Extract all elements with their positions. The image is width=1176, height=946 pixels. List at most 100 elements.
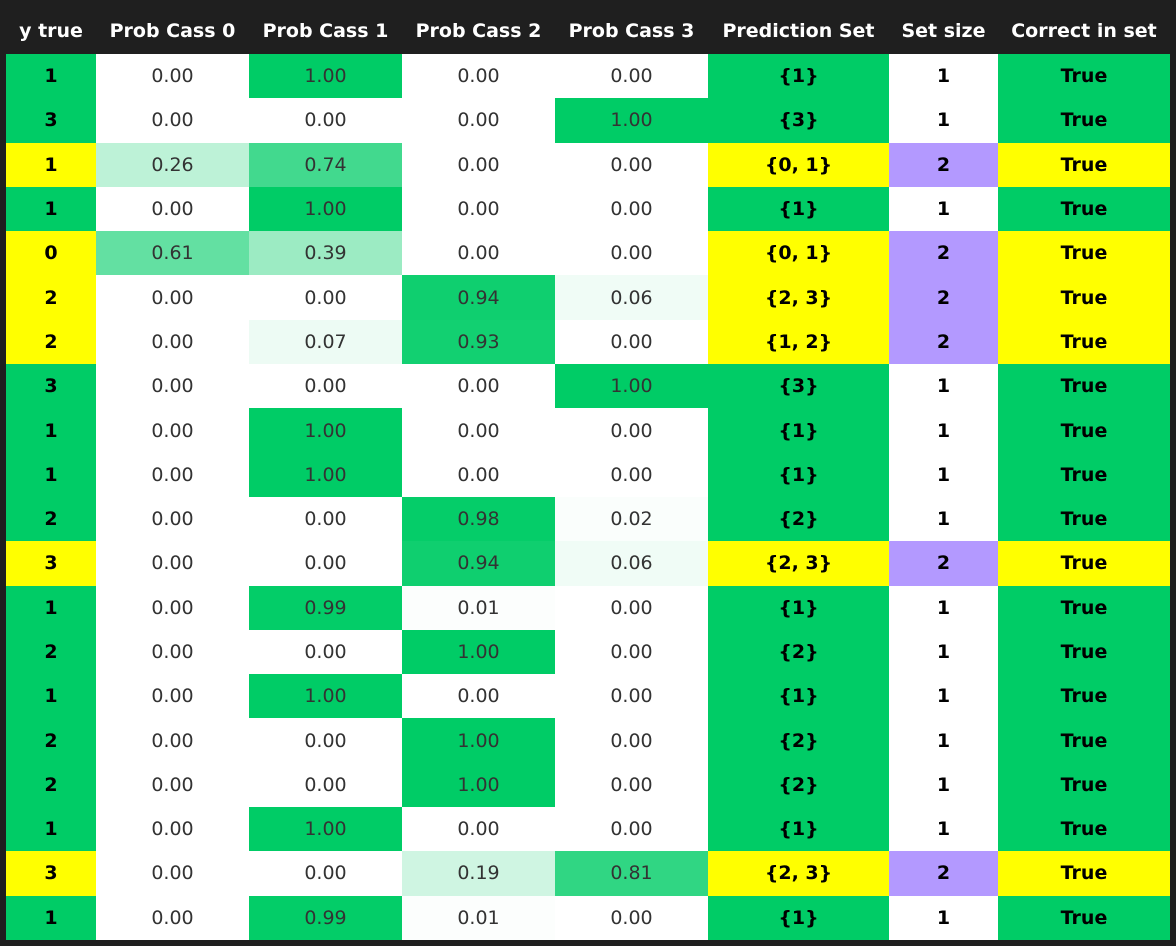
prob-class-3-cell: 0.00: [555, 674, 708, 719]
correct-in-set-cell: True: [998, 142, 1170, 187]
header-set-size: Set size: [889, 8, 998, 54]
table-row: 3 0.00 0.00 0.00 1.00 {3} 1 True: [6, 364, 1170, 409]
prob-class-2-cell: 0.94: [402, 275, 555, 320]
set-size-cell: 1: [889, 629, 998, 675]
y-true-cell: 3: [6, 364, 96, 409]
table-row: 1 0.00 1.00 0.00 0.00 {1} 1 True: [6, 452, 1170, 497]
prob-class-1-cell: 0.00: [249, 275, 402, 320]
table-row: 1 0.00 1.00 0.00 0.00 {1} 1 True: [6, 54, 1170, 99]
correct-in-set-cell: True: [998, 851, 1170, 896]
set-size-cell: 2: [889, 231, 998, 276]
set-size-cell: 1: [889, 98, 998, 143]
prob-class-2-cell: 0.01: [402, 895, 555, 940]
prob-class-1-cell: 0.07: [249, 319, 402, 365]
prob-class-1-cell: 1.00: [249, 452, 402, 497]
prob-class-1-cell: 0.00: [249, 629, 402, 675]
prediction-set-cell: {1}: [708, 186, 889, 232]
set-size-cell: 1: [889, 895, 998, 940]
prob-class-0-cell: 0.00: [96, 186, 249, 232]
correct-in-set-cell: True: [998, 762, 1170, 808]
table-row: 3 0.00 0.00 0.94 0.06 {2, 3} 2 True: [6, 541, 1170, 586]
prob-class-3-cell: 0.00: [555, 585, 708, 630]
prob-class-1-cell: 0.00: [249, 851, 402, 896]
prediction-set-cell: {1}: [708, 585, 889, 630]
y-true-cell: 2: [6, 319, 96, 365]
prob-class-0-cell: 0.00: [96, 851, 249, 896]
set-size-cell: 1: [889, 674, 998, 719]
set-size-cell: 2: [889, 142, 998, 187]
prob-class-2-cell: 0.00: [402, 231, 555, 276]
table-row: 2 0.00 0.00 0.98 0.02 {2} 1 True: [6, 496, 1170, 542]
prob-class-0-cell: 0.00: [96, 807, 249, 852]
y-true-cell: 3: [6, 851, 96, 896]
prediction-set-cell: {2, 3}: [708, 275, 889, 320]
correct-in-set-cell: True: [998, 718, 1170, 763]
set-size-cell: 2: [889, 319, 998, 365]
results-table: y true Prob Cass 0 Prob Cass 1 Prob Cass…: [6, 8, 1170, 940]
set-size-cell: 1: [889, 585, 998, 630]
y-true-cell: 1: [6, 186, 96, 232]
prediction-set-cell: {1}: [708, 54, 889, 99]
set-size-cell: 1: [889, 762, 998, 808]
correct-in-set-cell: True: [998, 807, 1170, 852]
prob-class-3-cell: 0.02: [555, 496, 708, 542]
prob-class-3-cell: 0.00: [555, 807, 708, 852]
correct-in-set-cell: True: [998, 98, 1170, 143]
prob-class-2-cell: 0.00: [402, 186, 555, 232]
correct-in-set-cell: True: [998, 408, 1170, 453]
y-true-cell: 2: [6, 718, 96, 763]
table-row: 2 0.00 0.00 0.94 0.06 {2, 3} 2 True: [6, 275, 1170, 320]
prob-class-1-cell: 1.00: [249, 186, 402, 232]
prob-class-2-cell: 1.00: [402, 762, 555, 808]
header-prob-class-2: Prob Cass 2: [402, 8, 555, 54]
set-size-cell: 1: [889, 364, 998, 409]
y-true-cell: 1: [6, 452, 96, 497]
prob-class-2-cell: 0.00: [402, 364, 555, 409]
prob-class-0-cell: 0.00: [96, 98, 249, 143]
correct-in-set-cell: True: [998, 496, 1170, 542]
prediction-set-cell: {2, 3}: [708, 541, 889, 586]
prediction-set-cell: {1}: [708, 452, 889, 497]
prediction-set-cell: {0, 1}: [708, 231, 889, 276]
set-size-cell: 2: [889, 541, 998, 586]
correct-in-set-cell: True: [998, 275, 1170, 320]
y-true-cell: 1: [6, 674, 96, 719]
prob-class-1-cell: 0.99: [249, 585, 402, 630]
prob-class-1-cell: 1.00: [249, 674, 402, 719]
prob-class-0-cell: 0.00: [96, 674, 249, 719]
y-true-cell: 1: [6, 585, 96, 630]
prob-class-3-cell: 1.00: [555, 98, 708, 143]
table-row: 0 0.61 0.39 0.00 0.00 {0, 1} 2 True: [6, 231, 1170, 276]
correct-in-set-cell: True: [998, 452, 1170, 497]
y-true-cell: 1: [6, 895, 96, 940]
prob-class-0-cell: 0.00: [96, 54, 249, 99]
correct-in-set-cell: True: [998, 629, 1170, 675]
prob-class-2-cell: 0.93: [402, 319, 555, 365]
prob-class-1-cell: 1.00: [249, 807, 402, 852]
prob-class-3-cell: 0.06: [555, 541, 708, 586]
table-row: 1 0.00 0.99 0.01 0.00 {1} 1 True: [6, 585, 1170, 630]
prob-class-0-cell: 0.00: [96, 585, 249, 630]
prob-class-0-cell: 0.00: [96, 319, 249, 365]
prob-class-3-cell: 0.00: [555, 142, 708, 187]
header-prob-class-3: Prob Cass 3: [555, 8, 708, 54]
prediction-set-cell: {3}: [708, 364, 889, 409]
table-row: 1 0.00 1.00 0.00 0.00 {1} 1 True: [6, 408, 1170, 453]
correct-in-set-cell: True: [998, 895, 1170, 940]
prob-class-1-cell: 0.00: [249, 762, 402, 808]
table-row: 2 0.00 0.07 0.93 0.00 {1, 2} 2 True: [6, 319, 1170, 365]
prob-class-3-cell: 0.00: [555, 408, 708, 453]
header-row: y true Prob Cass 0 Prob Cass 1 Prob Cass…: [6, 8, 1170, 54]
prob-class-3-cell: 0.81: [555, 851, 708, 896]
set-size-cell: 1: [889, 452, 998, 497]
prob-class-0-cell: 0.00: [96, 496, 249, 542]
header-prob-class-1: Prob Cass 1: [249, 8, 402, 54]
prob-class-1-cell: 1.00: [249, 408, 402, 453]
table-row: 3 0.00 0.00 0.19 0.81 {2, 3} 2 True: [6, 851, 1170, 896]
correct-in-set-cell: True: [998, 674, 1170, 719]
table-row: 1 0.00 1.00 0.00 0.00 {1} 1 True: [6, 674, 1170, 719]
table-row: 3 0.00 0.00 0.00 1.00 {3} 1 True: [6, 98, 1170, 143]
header-y-true: y true: [6, 8, 96, 54]
correct-in-set-cell: True: [998, 585, 1170, 630]
table-row: 2 0.00 0.00 1.00 0.00 {2} 1 True: [6, 762, 1170, 808]
